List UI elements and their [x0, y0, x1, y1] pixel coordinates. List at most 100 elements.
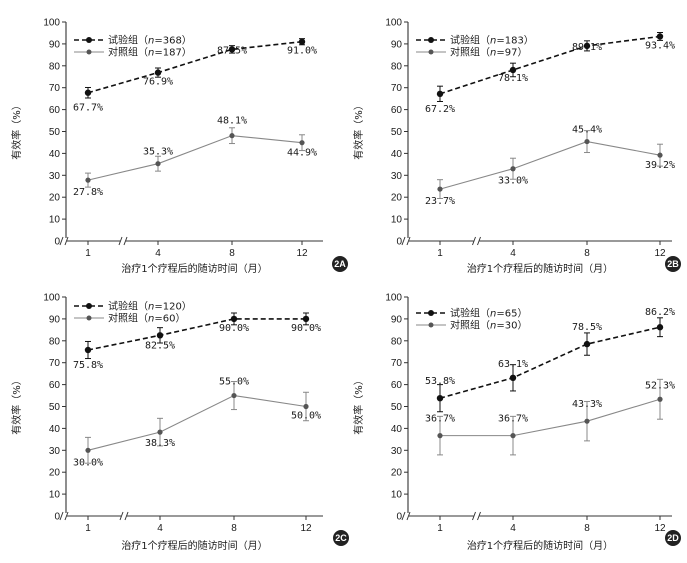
data-point	[584, 418, 590, 424]
y-tick-label: 10	[49, 490, 61, 501]
axis-break-gap	[121, 513, 127, 519]
y-tick-label: 70	[49, 83, 61, 94]
data-label: 45.4%	[572, 125, 602, 136]
x-tick-label: 1	[437, 523, 443, 534]
legend-label-trial: 试验组（n=368）	[108, 34, 192, 47]
y-tick-label: 20	[391, 193, 403, 204]
panel-tag-badge	[665, 256, 681, 272]
chart-panel-2b: 0 10 20 30 40 50 60 70 80 90 100 1 4 8 12 有效率（%） 治疗1个疗程后…	[352, 18, 681, 275]
axis-break-mark	[59, 511, 64, 521]
y-tick-label: 60	[49, 105, 61, 116]
y-tick-label: 90	[49, 314, 61, 325]
data-point	[84, 346, 92, 354]
axis-break-gap	[403, 238, 409, 244]
data-label: 63.1%	[498, 359, 528, 370]
legend-marker-trial	[428, 310, 434, 316]
y-tick-label: 90	[49, 39, 61, 50]
x-tick-label: 1	[437, 248, 443, 259]
data-point	[510, 433, 516, 439]
data-label: 55.0%	[219, 377, 249, 388]
data-label: 33.0%	[498, 176, 528, 187]
axis-break-mark	[401, 511, 406, 521]
data-point	[584, 138, 590, 145]
y-tick-label: 60	[391, 105, 403, 116]
legend-marker-control	[86, 315, 92, 321]
x-tick-label: 8	[231, 523, 237, 534]
y-tick-label: 30	[391, 171, 403, 182]
y-tick-label: 80	[391, 336, 403, 347]
x-tick-label: 12	[654, 523, 666, 534]
series-control: 36.7% 36.7% 43.3% 52.3%	[425, 378, 675, 456]
y-tick-label: 100	[385, 293, 402, 304]
y-tick-label: 60	[391, 380, 403, 391]
data-point	[85, 447, 91, 453]
data-point	[302, 315, 310, 323]
legend-label-trial: 试验组（n=183）	[450, 34, 534, 47]
axis-break-mark	[472, 511, 476, 521]
series-line-trial	[87, 40, 303, 94]
x-tick-label: 4	[157, 523, 163, 534]
data-point	[657, 396, 663, 402]
y-tick-label: 40	[391, 149, 403, 160]
axis-break-mark	[118, 236, 123, 246]
data-label: 89.1%	[572, 42, 602, 53]
panel-tag-badge	[332, 256, 348, 272]
data-point	[436, 90, 444, 98]
y-tick-label: 0	[396, 512, 402, 523]
panel-tag-badge	[333, 530, 349, 546]
y-tick-label: 50	[391, 127, 403, 138]
data-point	[303, 403, 309, 410]
data-point	[85, 177, 91, 183]
data-label: 93.4%	[645, 40, 675, 51]
data-point	[510, 166, 516, 172]
axis-break-mark	[477, 236, 481, 246]
y-tick-label: 40	[49, 424, 61, 435]
y-tick-label: 0	[54, 512, 60, 523]
series-control: 27.8% 35.3% 48.1% 44.9%	[73, 116, 317, 198]
data-point	[583, 340, 591, 348]
axis-break-mark	[124, 511, 129, 521]
axis-break-mark	[64, 511, 69, 521]
data-label: 36.7%	[498, 414, 528, 425]
data-point	[437, 186, 443, 192]
y-tick-label: 0	[54, 237, 60, 248]
y-tick-label: 10	[391, 490, 403, 501]
data-label: 90.0%	[291, 323, 321, 334]
data-label: 27.8%	[73, 187, 103, 198]
data-label: 39.2%	[645, 160, 675, 171]
data-point	[157, 429, 163, 435]
data-label: 87.5%	[217, 45, 247, 56]
series-line-trial	[87, 318, 306, 351]
data-point	[657, 152, 663, 158]
data-label: 43.3%	[572, 399, 602, 410]
axis-break-gap	[473, 513, 480, 519]
data-label: 67.2%	[425, 104, 455, 115]
data-point	[656, 33, 664, 40]
data-label: 23.7%	[425, 196, 455, 207]
data-point	[231, 392, 237, 399]
y-tick-label: 30	[391, 446, 403, 457]
axis-break-mark	[406, 511, 411, 521]
panel-tag-label: 2D	[667, 533, 679, 543]
axis-break-mark	[477, 511, 481, 521]
data-point	[228, 46, 236, 53]
data-point	[156, 332, 164, 339]
legend-marker-trial	[428, 37, 434, 43]
x-tick-label: 8	[584, 523, 590, 534]
series-line-control	[440, 398, 661, 437]
data-label: 35.3%	[143, 147, 173, 158]
axis-break-gap	[120, 238, 126, 244]
panel-tag-badge	[665, 530, 681, 546]
x-tick-label: 4	[155, 248, 161, 259]
y-tick-label: 70	[391, 358, 403, 369]
data-label: 30.0%	[73, 457, 103, 468]
axis-break-mark	[64, 236, 69, 246]
y-tick-label: 100	[43, 18, 60, 29]
y-tick-label: 80	[391, 61, 403, 72]
y-tick-label: 100	[385, 18, 402, 29]
x-tick-label: 8	[229, 248, 235, 259]
legend-label-control: 对照组（n=187）	[108, 46, 192, 59]
series-trial: 67.7% 76.9% 87.5% 91.0%	[73, 38, 317, 114]
y-tick-label: 20	[391, 468, 403, 479]
y-tick-label: 70	[391, 83, 403, 94]
